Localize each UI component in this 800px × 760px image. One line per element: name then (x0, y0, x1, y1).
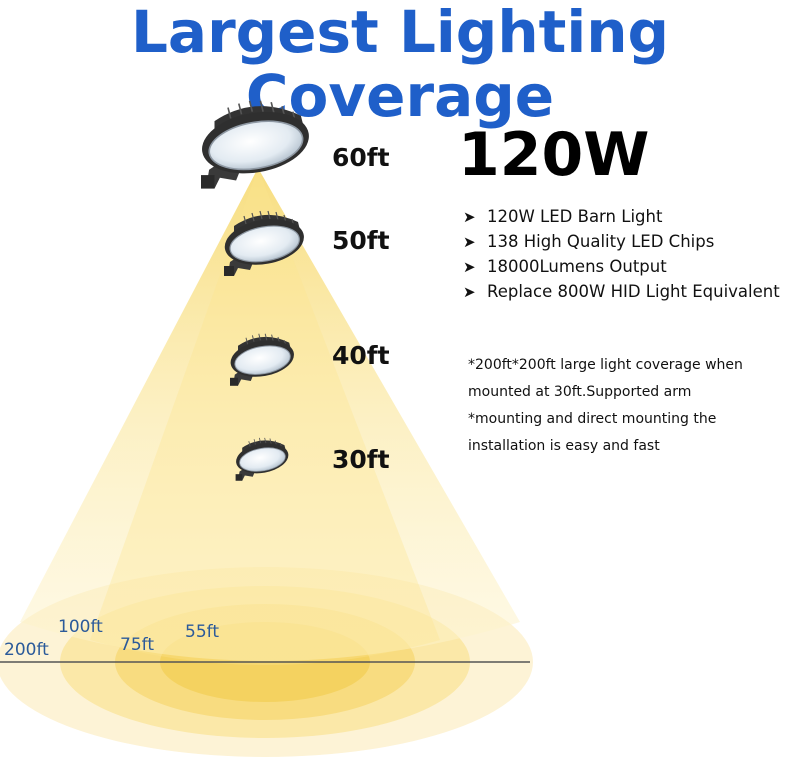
arrow-bullet-icon: ➤ (463, 208, 476, 226)
height-label-50ft: 50ft (332, 226, 390, 255)
coverage-note: *200ft*200ft large light coverage when m… (468, 352, 798, 460)
height-label-60ft: 60ft (332, 143, 390, 172)
feature-item: ➤ 120W LED Barn Light (463, 204, 780, 229)
arrow-bullet-icon: ➤ (463, 233, 476, 251)
page-title: Largest Lighting Coverage (130, 0, 670, 130)
note-line: installation is easy and fast (468, 438, 660, 454)
note-line: mounted at 30ft.Supported arm (468, 384, 692, 400)
wattage-heading: 120W (458, 120, 650, 190)
feature-list: ➤ 120W LED Barn Light ➤ 138 High Quality L… (463, 204, 780, 304)
arrow-bullet-icon: ➤ (463, 283, 476, 301)
radius-label-200ft: 200ft (4, 640, 49, 660)
radius-label-75ft: 75ft (120, 635, 154, 655)
radius-label-100ft: 100ft (58, 617, 103, 637)
feature-item: ➤ 138 High Quality LED Chips (463, 229, 780, 254)
note-line: *200ft*200ft large light coverage when (468, 357, 743, 373)
height-label-40ft: 40ft (332, 341, 390, 370)
height-label-30ft: 30ft (332, 445, 390, 474)
radius-label-55ft: 55ft (185, 622, 219, 642)
feature-item: ➤ 18000Lumens Output (463, 254, 780, 279)
feature-item: ➤ Replace 800W HID Light Equivalent (463, 279, 780, 304)
note-line: *mounting and direct mounting the (468, 411, 717, 427)
arrow-bullet-icon: ➤ (463, 258, 476, 276)
light-beam (20, 168, 520, 661)
